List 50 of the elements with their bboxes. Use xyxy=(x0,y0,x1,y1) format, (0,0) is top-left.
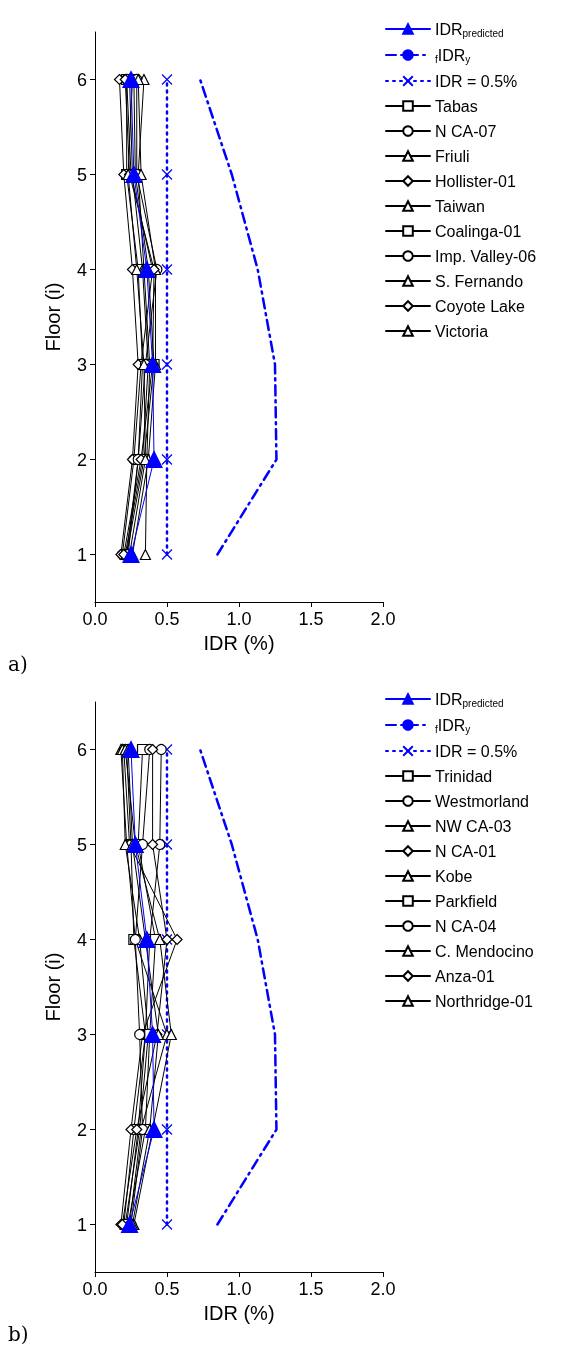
x-tick-label: 2.0 xyxy=(370,1279,396,1299)
y-tick-label: 5 xyxy=(76,164,87,185)
y-axis-title: Floor (i) xyxy=(42,282,64,352)
y-tick-label: 5 xyxy=(76,834,87,855)
legend-label: Westmorland xyxy=(435,792,529,810)
legend-label: Taiwan xyxy=(435,197,485,215)
x-axis-title: IDR (%) xyxy=(203,631,275,654)
x-tick-label: 1.0 xyxy=(226,609,252,629)
x-tick-label: 1.5 xyxy=(298,609,324,629)
legend-label: NW CA-03 xyxy=(435,817,512,835)
x-tick-label: 1.5 xyxy=(298,1279,324,1299)
y-tick-label: 1 xyxy=(76,544,87,565)
legend-label: Parkfield xyxy=(435,892,498,910)
text: b) xyxy=(8,1322,29,1346)
legend-label: Victoria xyxy=(435,322,489,340)
y-tick-label: 4 xyxy=(76,929,87,950)
legend-label: N CA-04 xyxy=(435,917,497,935)
legend-label: Northridge-01 xyxy=(435,992,533,1010)
x-tick-label: 1.0 xyxy=(226,1279,252,1299)
x-tick-label: 0.5 xyxy=(154,609,180,629)
legend-label: C. Mendocino xyxy=(435,942,534,960)
legend-label: Imp. Valley-06 xyxy=(435,247,537,265)
legend-label: Trinidad xyxy=(435,767,493,785)
y-tick-label: 6 xyxy=(76,739,87,760)
legend-label: Coalinga-01 xyxy=(435,222,522,240)
legend-label: N CA-01 xyxy=(435,842,497,860)
y-axis-title: Floor (i) xyxy=(42,952,64,1022)
legend-label: Anza-01 xyxy=(435,967,495,985)
legend-label: Hollister-01 xyxy=(435,172,517,190)
legend-label: IDR = 0.5% xyxy=(435,742,518,760)
x-tick-label: 0.0 xyxy=(82,609,108,629)
text: a) xyxy=(8,652,28,676)
y-tick-label: 2 xyxy=(76,449,87,470)
y-tick-label: 1 xyxy=(76,1214,87,1235)
x-tick-label: 2.0 xyxy=(370,609,396,629)
x-tick-label: 0.0 xyxy=(82,1279,108,1299)
legend-label: Coyote Lake xyxy=(435,297,525,315)
legend-label: Friuli xyxy=(435,147,470,165)
legend-label: Kobe xyxy=(435,867,473,885)
y-tick-label: 6 xyxy=(76,69,87,90)
x-tick-label: 0.5 xyxy=(154,1279,180,1299)
legend-label: IDR = 0.5% xyxy=(435,72,518,90)
x-axis-title: IDR (%) xyxy=(203,1301,275,1324)
y-tick-label: 3 xyxy=(76,354,87,375)
legend-label: S. Fernando xyxy=(435,272,524,290)
legend-label: N CA-07 xyxy=(435,122,497,140)
y-tick-label: 2 xyxy=(76,1119,87,1140)
y-tick-label: 4 xyxy=(76,259,87,280)
y-tick-label: 3 xyxy=(76,1024,87,1045)
legend-label: Tabas xyxy=(435,97,478,115)
